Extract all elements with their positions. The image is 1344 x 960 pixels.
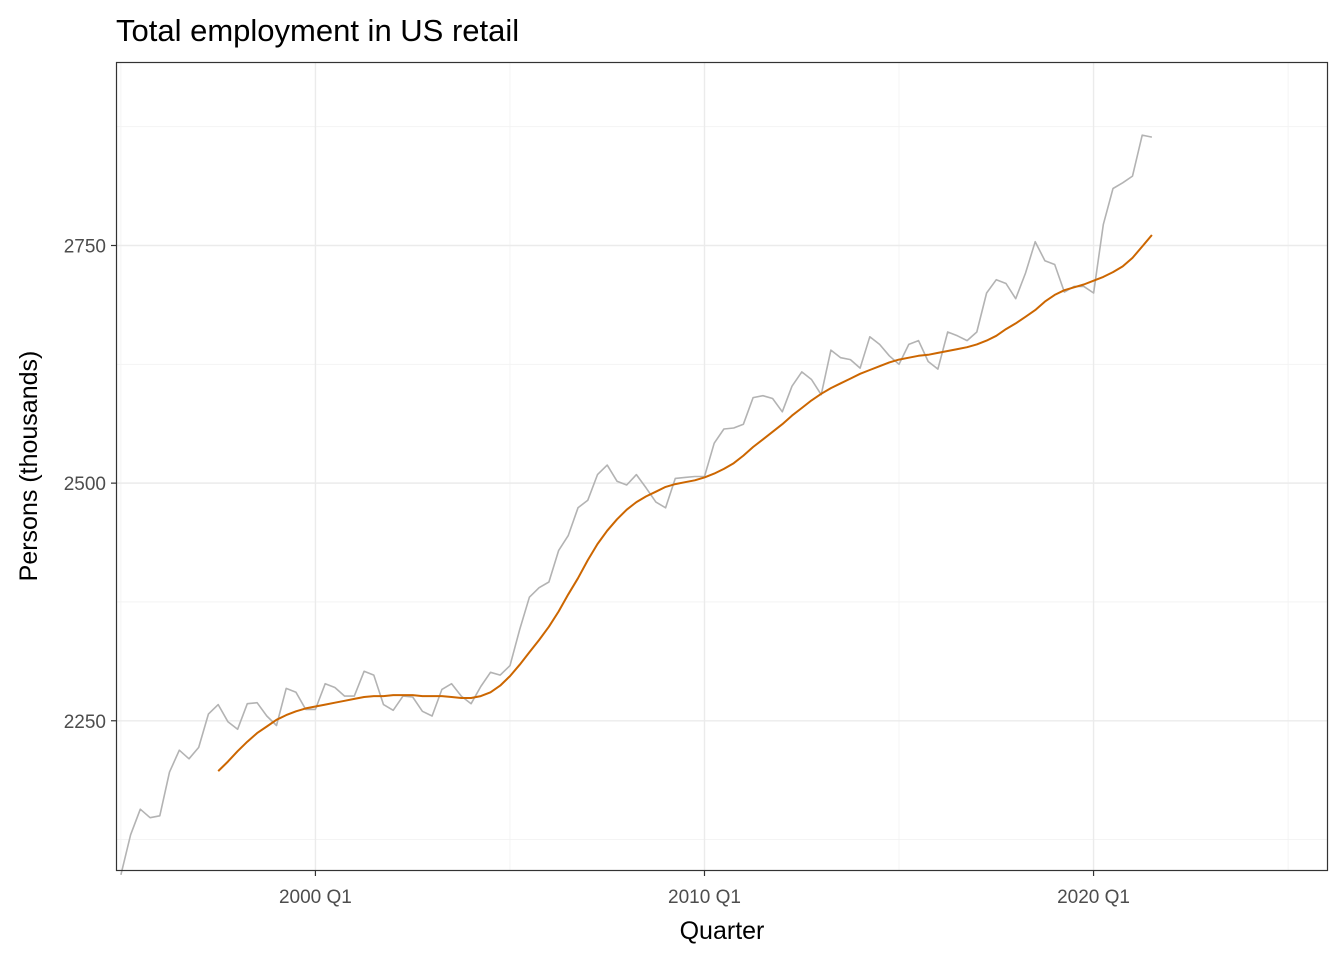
y-axis-title: Persons (thousands) [15,351,43,582]
y-tick-label: 2750 [64,237,106,258]
minor-gridlines [117,63,1327,870]
trend-series-line [217,234,1153,772]
x-tick-label: 2010 Q1 [668,887,741,908]
major-gridlines [117,63,1327,870]
series-lines [120,134,1153,875]
chart-title: Total employment in US retail [116,13,519,48]
y-axis: 2250 2500 2750 [64,237,117,733]
x-axis-title: Quarter [680,917,765,945]
x-axis: 2000 Q1 2010 Q1 2020 Q1 [279,870,1130,908]
x-tick-label: 2000 Q1 [279,887,352,908]
y-tick-label: 2250 [64,712,106,733]
y-tick-label: 2500 [64,474,106,495]
panel-border [115,61,1329,872]
x-tick-label: 2020 Q1 [1057,887,1130,908]
employed-series-line [120,134,1153,875]
